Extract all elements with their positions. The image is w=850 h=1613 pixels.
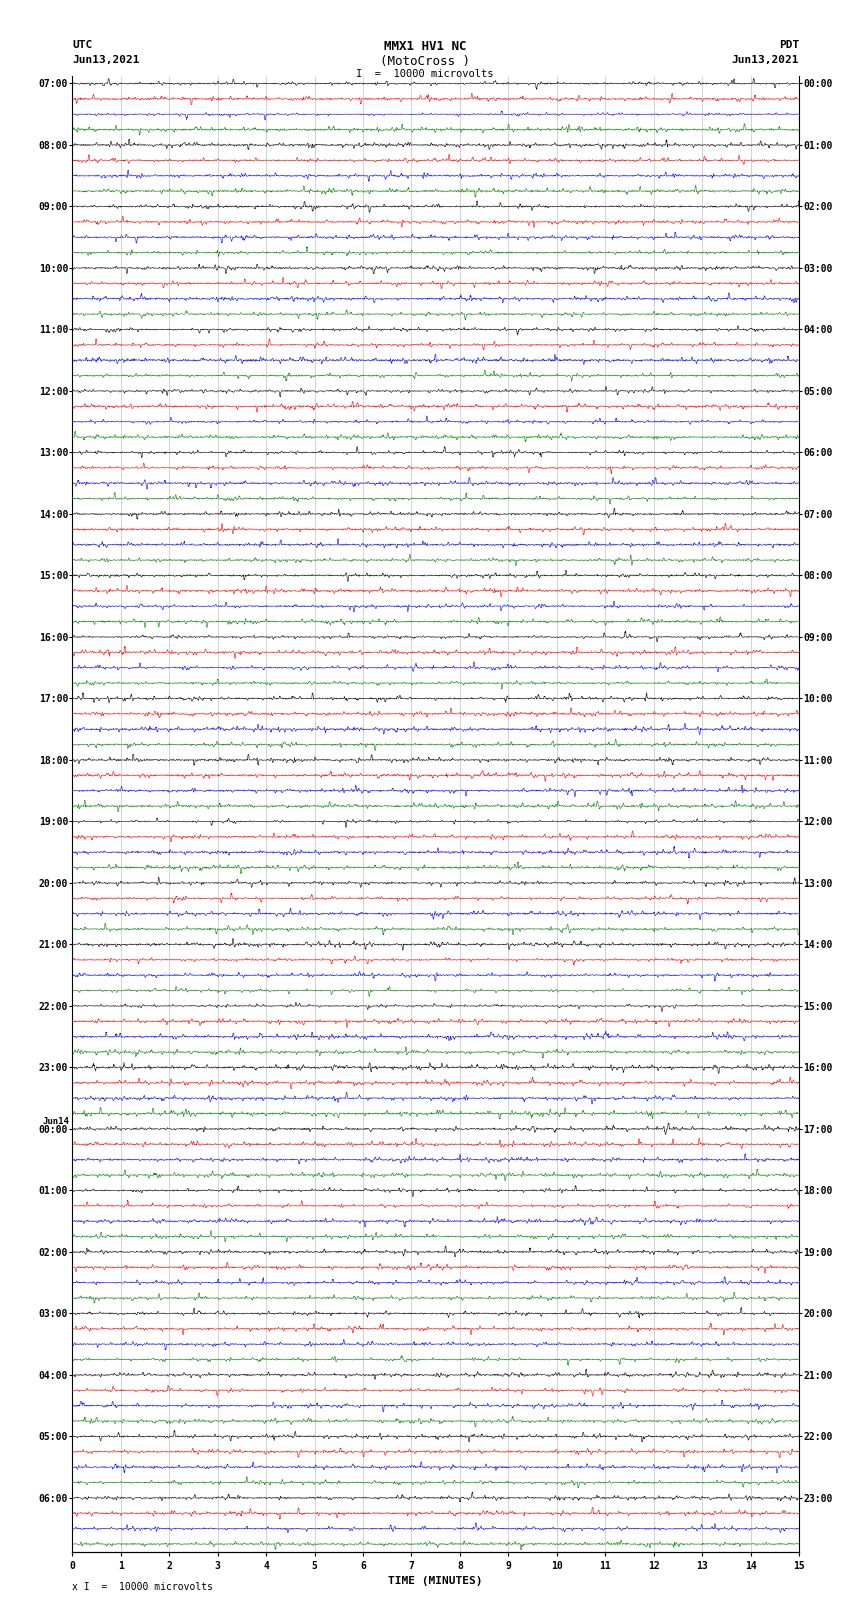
X-axis label: TIME (MINUTES): TIME (MINUTES) (388, 1576, 483, 1586)
Text: Jun13,2021: Jun13,2021 (732, 55, 799, 65)
Text: (MotoCross ): (MotoCross ) (380, 55, 470, 68)
Text: PDT: PDT (779, 40, 799, 50)
Text: Jun13,2021: Jun13,2021 (72, 55, 139, 65)
Text: I  =  10000 microvolts: I = 10000 microvolts (356, 69, 494, 79)
Text: x I  =  10000 microvolts: x I = 10000 microvolts (72, 1582, 213, 1592)
Text: UTC: UTC (72, 40, 93, 50)
Text: MMX1 HV1 NC: MMX1 HV1 NC (383, 40, 467, 53)
Text: Jun14: Jun14 (43, 1116, 70, 1126)
